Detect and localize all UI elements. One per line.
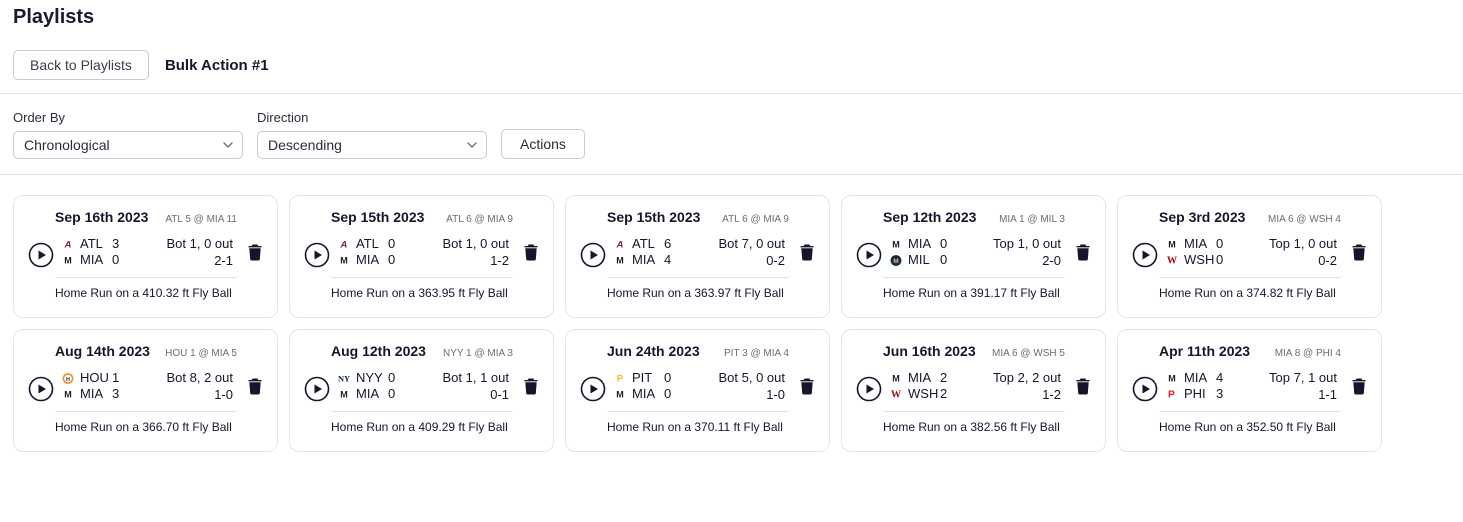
svg-text:A: A: [616, 239, 624, 250]
svg-text:A: A: [340, 239, 348, 250]
svg-text:M: M: [892, 373, 900, 383]
svg-text:M: M: [893, 258, 899, 265]
svg-text:M: M: [616, 255, 624, 265]
svg-text:NY: NY: [338, 374, 350, 383]
svg-text:A: A: [64, 239, 72, 250]
svg-text:M: M: [1168, 373, 1176, 383]
svg-text:M: M: [1168, 239, 1176, 249]
svg-text:M: M: [64, 255, 72, 265]
svg-text:M: M: [64, 389, 72, 399]
svg-text:M: M: [616, 389, 624, 399]
svg-text:M: M: [892, 239, 900, 249]
svg-text:M: M: [340, 255, 348, 265]
svg-text:P: P: [1168, 389, 1175, 400]
svg-text:M: M: [340, 389, 348, 399]
svg-text:H: H: [66, 376, 70, 382]
svg-text:P: P: [617, 373, 624, 384]
svg-text:W: W: [1167, 255, 1178, 266]
svg-text:W: W: [891, 389, 902, 400]
